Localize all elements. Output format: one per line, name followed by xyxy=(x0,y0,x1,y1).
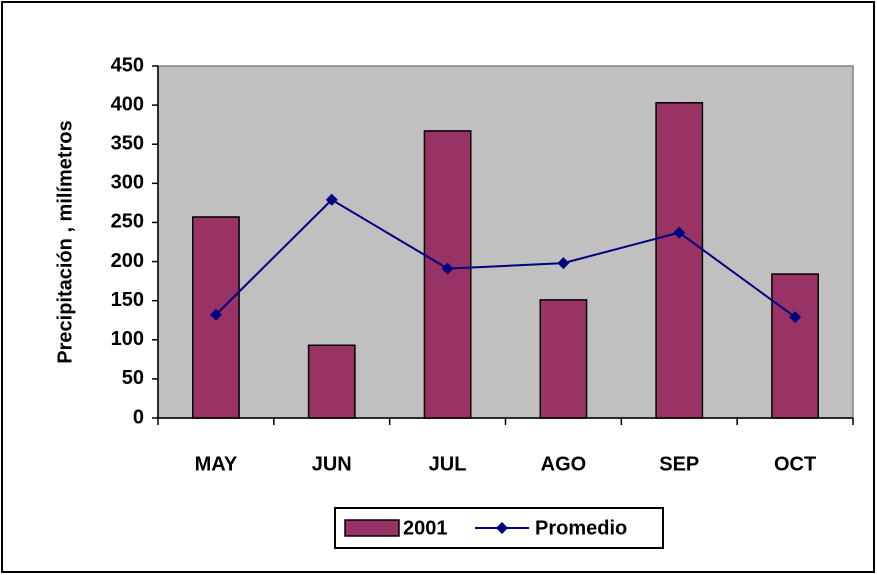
x-tick-label: SEP xyxy=(659,453,699,475)
x-tick-label: AGO xyxy=(541,453,587,475)
y-tick-label: 0 xyxy=(133,406,144,428)
legend-symbol xyxy=(496,522,508,534)
y-tick-label: 450 xyxy=(111,54,144,76)
y-tick-label: 250 xyxy=(111,211,144,233)
y-axis-title: Precipitación , milímetros xyxy=(54,120,76,363)
bar xyxy=(539,299,588,419)
x-tick-label: JUN xyxy=(312,453,352,475)
y-tick-label: 50 xyxy=(122,367,144,389)
y-tick-label: 200 xyxy=(111,250,144,272)
x-tick-label: JUL xyxy=(429,453,467,475)
marker xyxy=(209,308,222,321)
marker xyxy=(673,226,686,239)
plot-area xyxy=(157,65,854,419)
line xyxy=(215,198,796,318)
bar xyxy=(771,273,820,419)
marker xyxy=(789,311,802,324)
legend-symbol xyxy=(344,519,400,537)
y-tick-label: 400 xyxy=(111,93,144,115)
x-tick-label: OCT xyxy=(774,453,816,475)
y-tick-label: 300 xyxy=(111,172,144,194)
y-tick-label: 100 xyxy=(111,328,144,350)
y-tick-label: 350 xyxy=(111,133,144,155)
marker xyxy=(557,257,570,270)
x-tick-label: MAY xyxy=(195,453,238,475)
bar xyxy=(655,102,704,419)
legend-label: 2001 xyxy=(403,517,448,539)
marker xyxy=(325,193,338,206)
bar xyxy=(307,344,356,419)
legend-label: Promedio xyxy=(535,517,627,539)
y-tick-label: 150 xyxy=(111,289,144,311)
marker xyxy=(441,262,454,275)
